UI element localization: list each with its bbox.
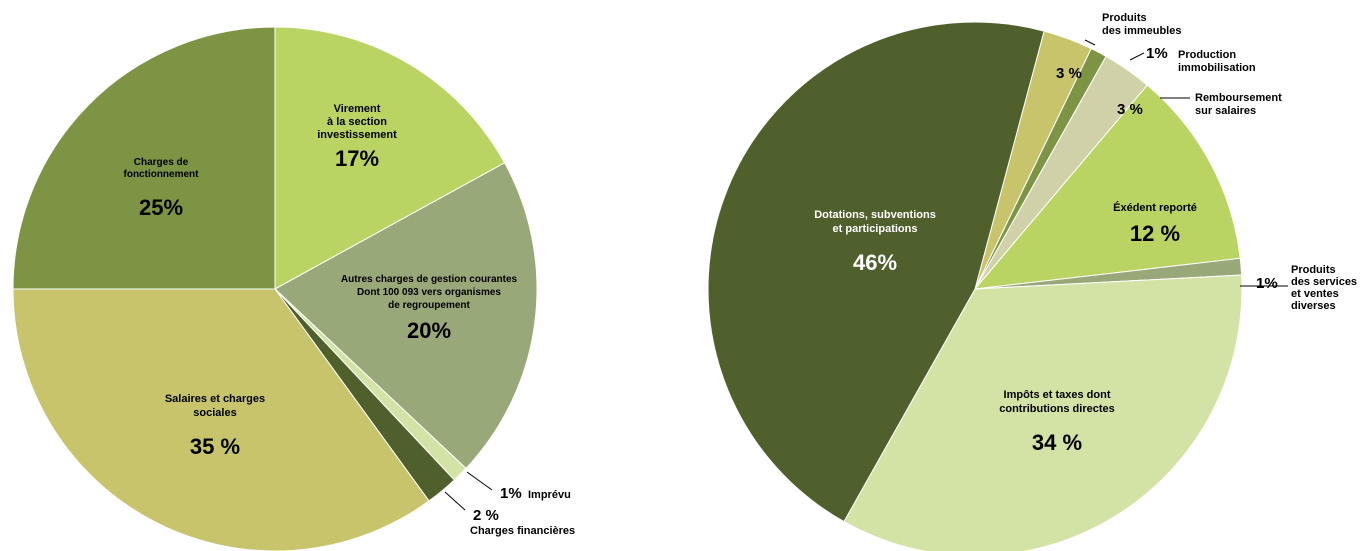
- slice-label-line: de regroupement: [388, 300, 470, 311]
- slice-label-line: investissement: [317, 129, 397, 141]
- slice-label-produits-des-services-et-ventes-diverses: Produits des services et ventes diverses: [1291, 264, 1357, 312]
- slice-label-line: Dont 100 093 vers organismes: [357, 287, 501, 298]
- slice-percentage-salaires-et-charges-sociales: 35 %: [190, 434, 240, 459]
- slice-label-line: et participations: [833, 223, 918, 235]
- slice-label-exedent-reporte: Éxédent reporté: [1113, 201, 1197, 214]
- slice-percentage-charges-de-fonctionnement: 25%: [139, 195, 183, 220]
- slice-label-line: sociales: [193, 407, 236, 419]
- slice-label-line: Éxédent reporté: [1113, 201, 1197, 214]
- slice-label-line: Virement: [334, 103, 381, 115]
- slice-percentage-production-immobilisation: 1%: [1146, 45, 1168, 62]
- slice-percentage-charges-financieres: 2 %: [473, 507, 499, 524]
- slice-label-line: Produits: [1291, 264, 1336, 276]
- slice-label-line: Salaires et charges: [165, 393, 265, 405]
- slice-label-line: Produits: [1102, 12, 1147, 24]
- slice-percentage-exedent-reporte: 12 %: [1130, 221, 1180, 246]
- slice-percentage-impots-et-taxes-dont-contributions-directes: 34 %: [1032, 430, 1082, 455]
- slice-label-line: contributions directes: [999, 403, 1115, 415]
- slice-label-line: des services: [1291, 276, 1357, 288]
- slice-label-produits-des-immeubles: Produits des immeubles: [1102, 12, 1181, 37]
- slice-percentage-autres-charges-de-gestion-courantes-dont-100-093-vers-organismes-de-regroupement: 20%: [407, 318, 451, 343]
- slice-label-line: fonctionnement: [124, 169, 200, 180]
- slice-label-line: immobilisation: [1178, 62, 1256, 74]
- slice-label-line: Charges de: [134, 157, 189, 168]
- slice-label-charges-financieres: Charges financières: [470, 525, 575, 537]
- slice-percentage-dotations-subventions-et-participations: 46%: [853, 250, 897, 275]
- slice-label-line: sur salaires: [1195, 105, 1256, 117]
- slice-label-line: Production: [1178, 49, 1236, 61]
- slice-label-line: et ventes: [1291, 288, 1339, 300]
- slice-label-line: des immeubles: [1102, 25, 1181, 37]
- pie-chart-expenses: Virement à la section investissement 17% Aut…: [13, 27, 575, 551]
- slice-percentage-produits-des-services-et-ventes-diverses: 1%: [1256, 275, 1278, 292]
- slice-label-line: Imprévu: [528, 489, 571, 501]
- slice-label-production-immobilisation: Production immobilisation: [1178, 49, 1256, 74]
- slice-percentage-remboursement-sur-salaires: 3 %: [1117, 101, 1143, 118]
- slice-percentage-virement-a-la-section-investissement: 17%: [335, 146, 379, 171]
- slice-label-charges-de-fonctionnement: Charges de fonctionnement: [124, 157, 200, 180]
- slice-label-line: à la section: [327, 116, 387, 128]
- slice-label-line: Dotations, subventions: [814, 209, 936, 221]
- slice-label-line: Charges financières: [470, 525, 575, 537]
- slice-label-line: Autres charges de gestion courantes: [341, 274, 518, 285]
- slice-label-line: Remboursement: [1195, 92, 1282, 104]
- slice-label-line: diverses: [1291, 300, 1336, 312]
- slice-label-line: Impôts et taxes dont: [1004, 389, 1111, 401]
- slice-percentage-produits-des-immeubles: 3 %: [1056, 65, 1082, 82]
- slice-percentage-imprevu: 1%: [500, 485, 522, 502]
- slice-label-imprevu: Imprévu: [528, 489, 571, 501]
- slice-label-remboursement-sur-salaires: Remboursement sur salaires: [1195, 92, 1282, 117]
